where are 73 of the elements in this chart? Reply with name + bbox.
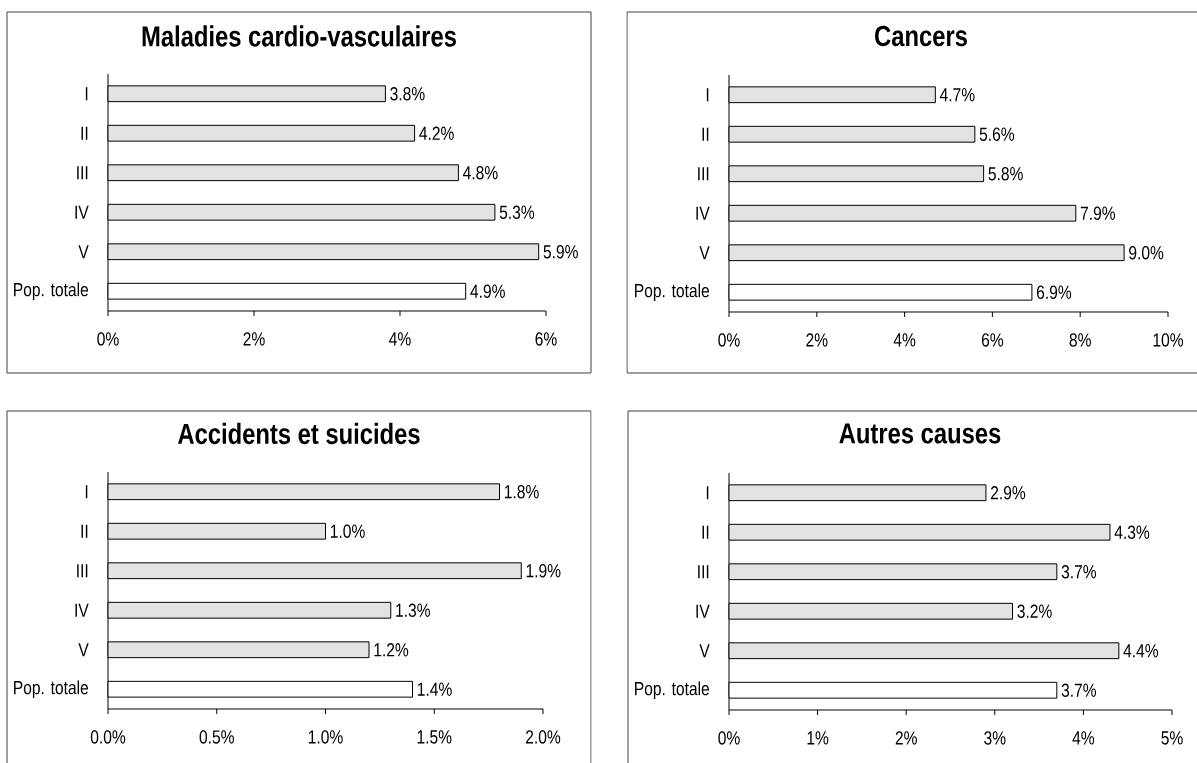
data-label: 5.6% — [979, 127, 1015, 141]
data-label: 5.3% — [499, 205, 535, 219]
data-label: 3.7% — [1061, 565, 1097, 579]
x-tick-label: 0% — [718, 731, 740, 745]
y-tick-label: IV — [696, 604, 710, 618]
x-tick-label: 2% — [806, 333, 828, 347]
x-tick-label: 2.0% — [526, 730, 561, 744]
y-tick-label: II — [702, 525, 709, 539]
y-tick-label: III — [698, 565, 709, 579]
data-label: 4.3% — [1114, 525, 1150, 539]
data-label: 1.4% — [417, 682, 452, 696]
y-tick-label: III — [77, 166, 88, 180]
x-tick-label: 4% — [1072, 731, 1095, 745]
data-label: 4.2% — [419, 126, 454, 140]
y-tick-label: I — [85, 87, 88, 101]
y-tick-label: II — [81, 524, 88, 538]
y-tick-label: Pop. totale — [14, 680, 89, 699]
x-tick-label: 4% — [389, 332, 411, 346]
x-tick-label: 3% — [984, 731, 1006, 745]
y-tick-label: I — [706, 88, 709, 102]
x-tick-label: 2% — [243, 332, 265, 346]
chart-title: Autres causes — [839, 423, 1001, 444]
chart-title: Cancers — [875, 25, 967, 47]
x-tick-label: 0.0% — [90, 730, 126, 744]
x-tick-label: 6% — [981, 333, 1004, 347]
x-tick-label: 0% — [718, 333, 740, 347]
data-label: 1.3% — [396, 603, 430, 617]
data-label: 3.2% — [1017, 604, 1052, 618]
x-tick-label: 0.5% — [199, 730, 234, 744]
y-tick-label: Pop. totale — [635, 681, 710, 700]
data-label: 1.2% — [374, 643, 409, 657]
y-tick-label: II — [702, 127, 709, 141]
data-label: 5.9% — [543, 245, 578, 259]
x-tick-label: 10% — [1153, 333, 1184, 347]
data-label: 3.7% — [1061, 683, 1097, 697]
data-label: 1.0% — [330, 524, 365, 538]
chart-title: Accidents et suicides — [178, 422, 420, 445]
x-tick-label: 2% — [895, 731, 917, 745]
x-tick-label: 4% — [893, 333, 916, 347]
data-label: 4.8% — [463, 166, 498, 180]
y-tick-label: V — [699, 644, 710, 658]
data-label: 2.9% — [990, 486, 1026, 500]
y-tick-label: I — [706, 486, 709, 500]
x-tick-label: 1% — [807, 731, 829, 745]
data-label: 6.9% — [1036, 285, 1072, 299]
y-tick-label: I — [85, 485, 88, 499]
y-tick-label: Pop. totale — [635, 283, 710, 302]
y-tick-label: IV — [75, 205, 89, 219]
data-label: 5.8% — [988, 167, 1023, 181]
y-tick-label: IV — [75, 603, 89, 617]
y-tick-label: V — [78, 643, 89, 657]
y-tick-label: V — [78, 245, 89, 259]
y-tick-label: IV — [696, 206, 710, 220]
x-tick-label: 1.5% — [417, 730, 452, 744]
y-tick-label: V — [699, 246, 710, 260]
y-tick-label: III — [698, 167, 709, 181]
data-label: 9.0% — [1129, 246, 1164, 260]
data-label: 7.9% — [1080, 206, 1116, 220]
x-tick-label: 8% — [1069, 333, 1091, 347]
chart-title: Maladies cardio-vasculaires — [142, 25, 456, 47]
x-tick-label: 5% — [1161, 731, 1183, 745]
data-label: 3.8% — [390, 87, 425, 101]
y-tick-label: Pop. totale — [14, 282, 89, 301]
x-tick-label: 6% — [535, 332, 557, 346]
data-label: 1.9% — [526, 564, 561, 578]
x-tick-label: 1.0% — [308, 730, 343, 744]
x-tick-label: 0% — [97, 332, 119, 346]
data-label: 4.7% — [939, 88, 975, 102]
y-tick-label: II — [81, 126, 88, 140]
data-label: 1.8% — [504, 485, 539, 499]
y-tick-label: III — [77, 564, 88, 578]
data-label: 4.4% — [1123, 644, 1159, 658]
data-label: 4.9% — [470, 284, 505, 298]
